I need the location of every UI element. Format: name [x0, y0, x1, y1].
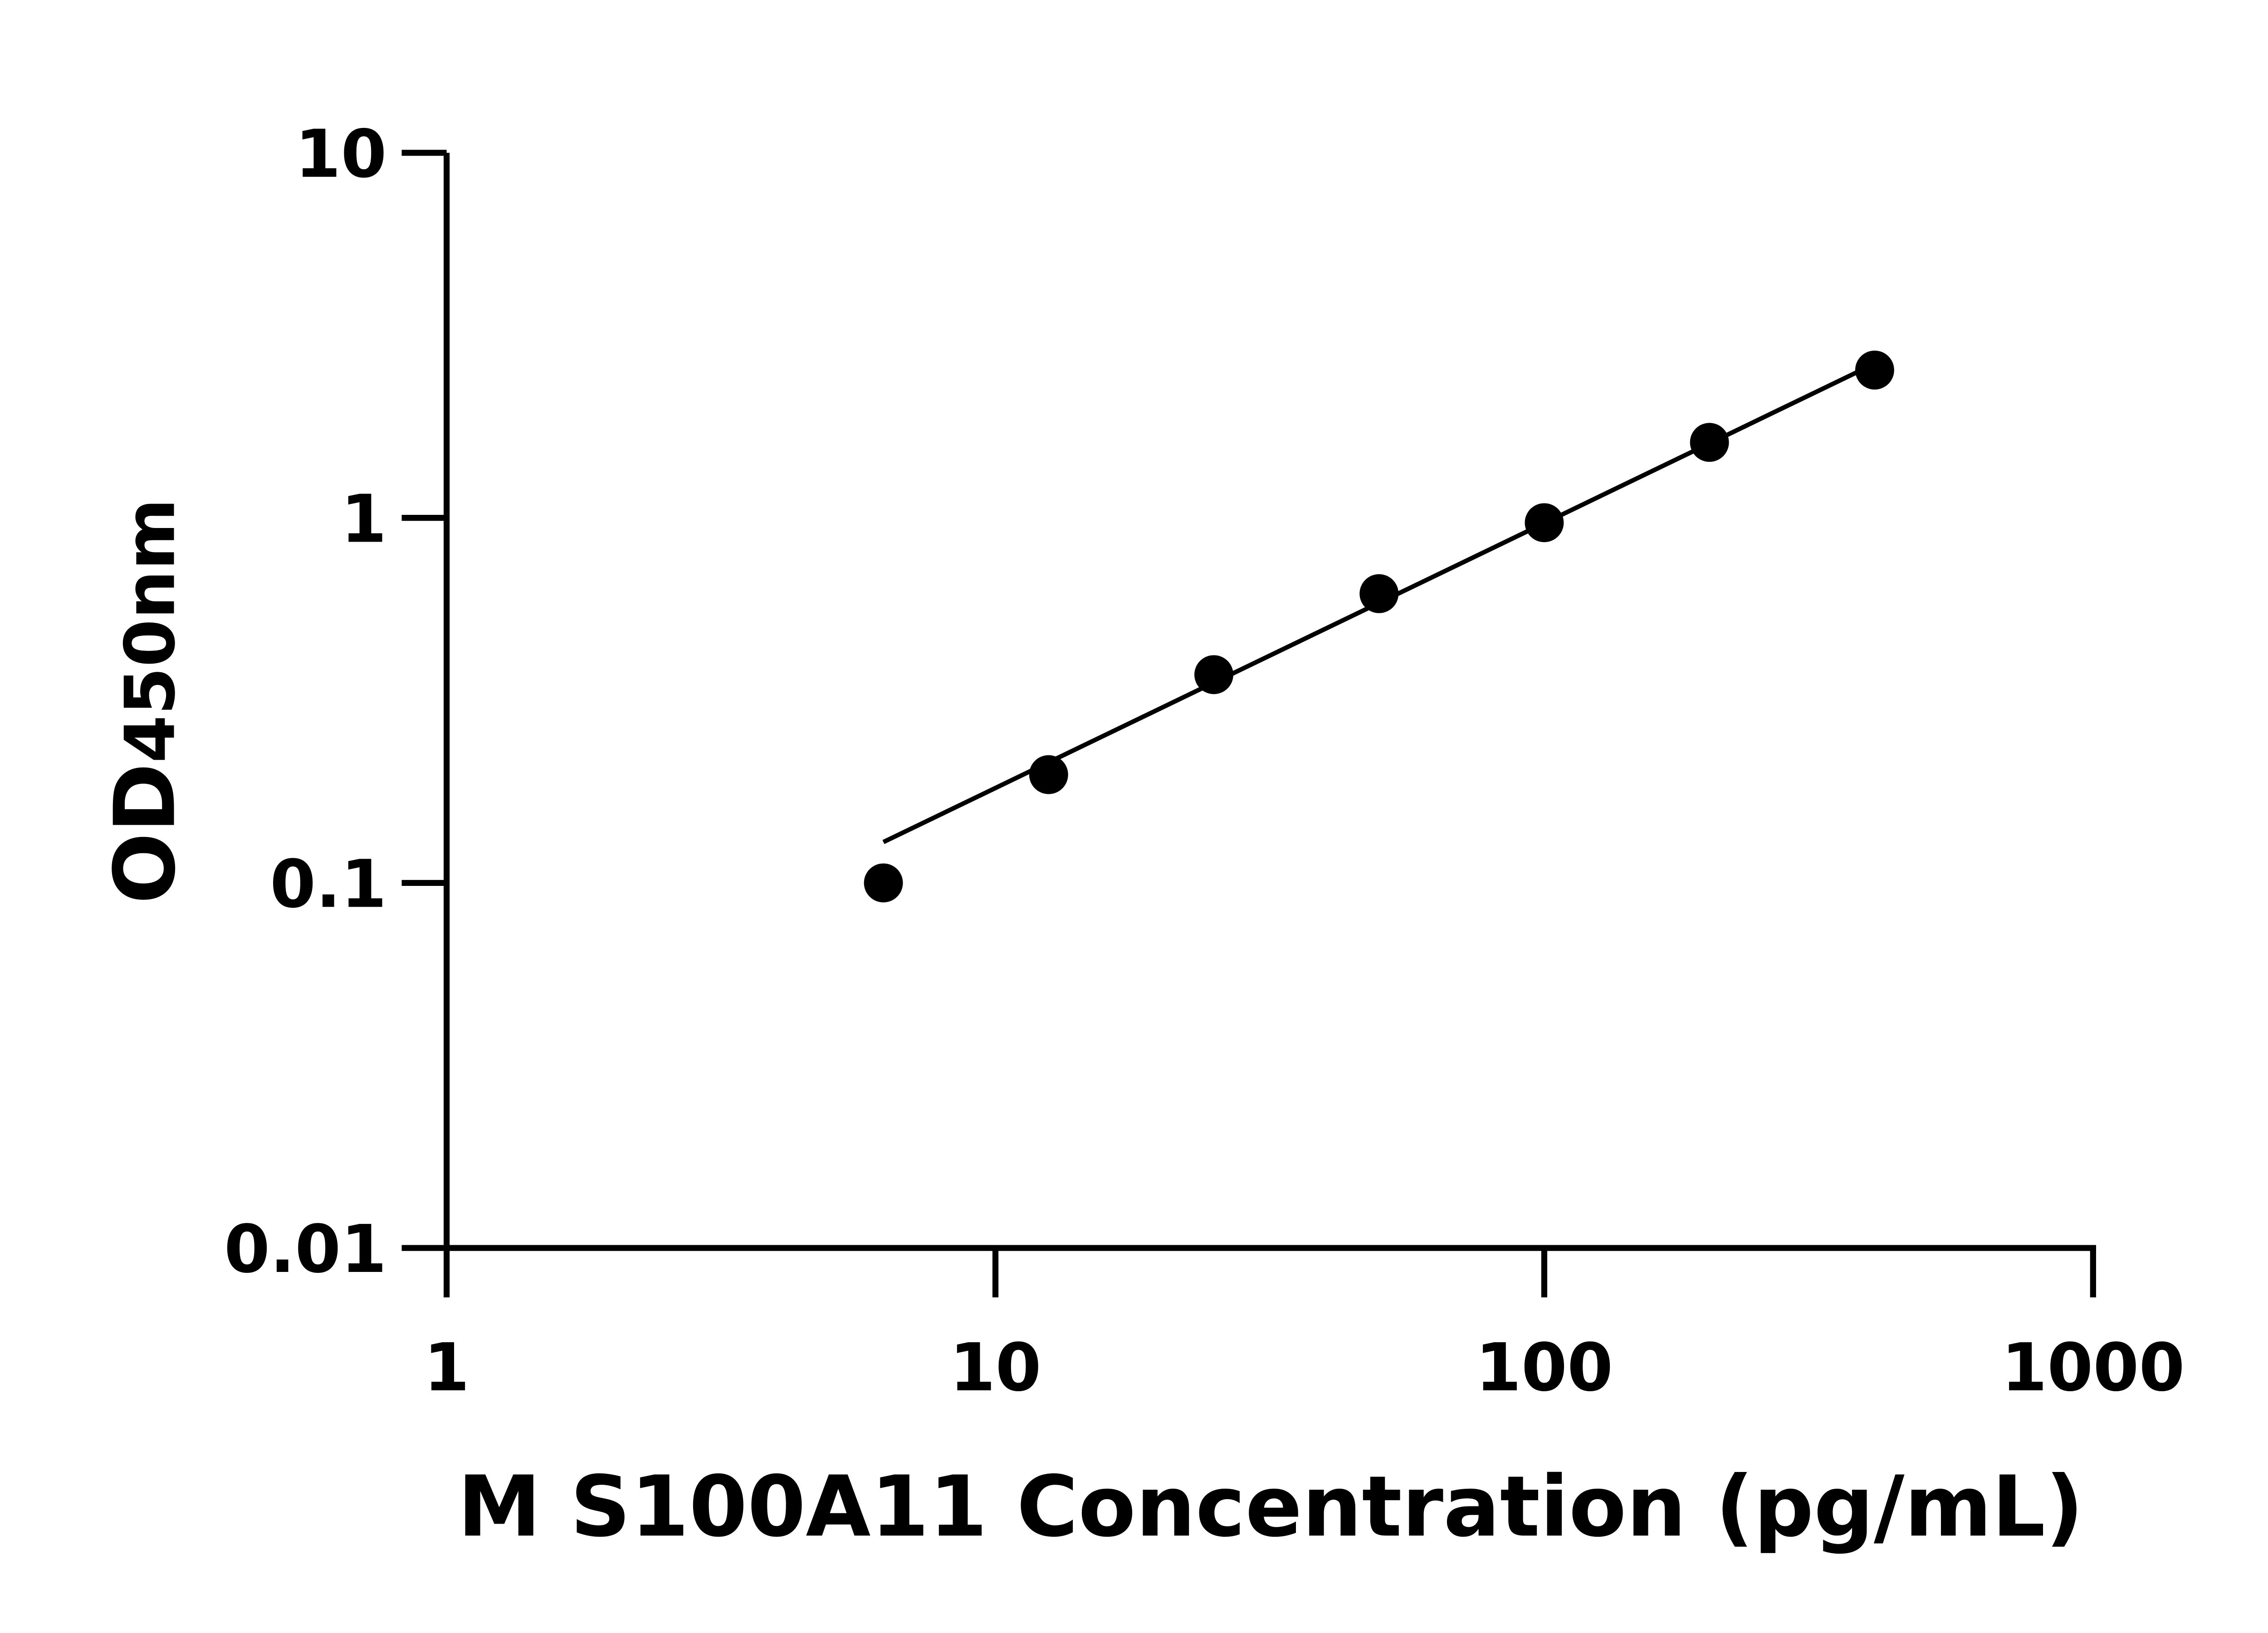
- axes: [401, 150, 2096, 1298]
- x-tick-label: 1: [424, 1330, 469, 1406]
- x-tick-label: 10: [949, 1330, 1041, 1406]
- x-tick-label: 1000: [2001, 1330, 2185, 1406]
- data-point: [1855, 350, 1894, 390]
- data-point: [1359, 574, 1399, 613]
- x-axis-label: M S100A11 Concentration (pg/mL): [458, 1457, 2084, 1555]
- y-tick-label: 10: [295, 116, 386, 193]
- x-tick-label: 100: [1476, 1330, 1613, 1406]
- data-point: [1525, 503, 1564, 543]
- y-axis-label: OD450nm: [96, 499, 194, 904]
- data-points: [864, 350, 1894, 903]
- data-point: [1029, 755, 1068, 794]
- y-tick-label: 1: [341, 481, 386, 557]
- data-point: [1690, 423, 1729, 462]
- data-point: [864, 863, 903, 903]
- y-axis-label-sub: 450nm: [110, 499, 191, 763]
- data-point: [1194, 655, 1233, 694]
- tick-labels: 0.01 0.1 1 10 1 10 100 1000: [224, 116, 2185, 1406]
- y-axis-label-main: OD: [96, 763, 194, 904]
- y-tick-label: 0.1: [270, 846, 386, 923]
- y-tick-label: 0.01: [224, 1211, 387, 1288]
